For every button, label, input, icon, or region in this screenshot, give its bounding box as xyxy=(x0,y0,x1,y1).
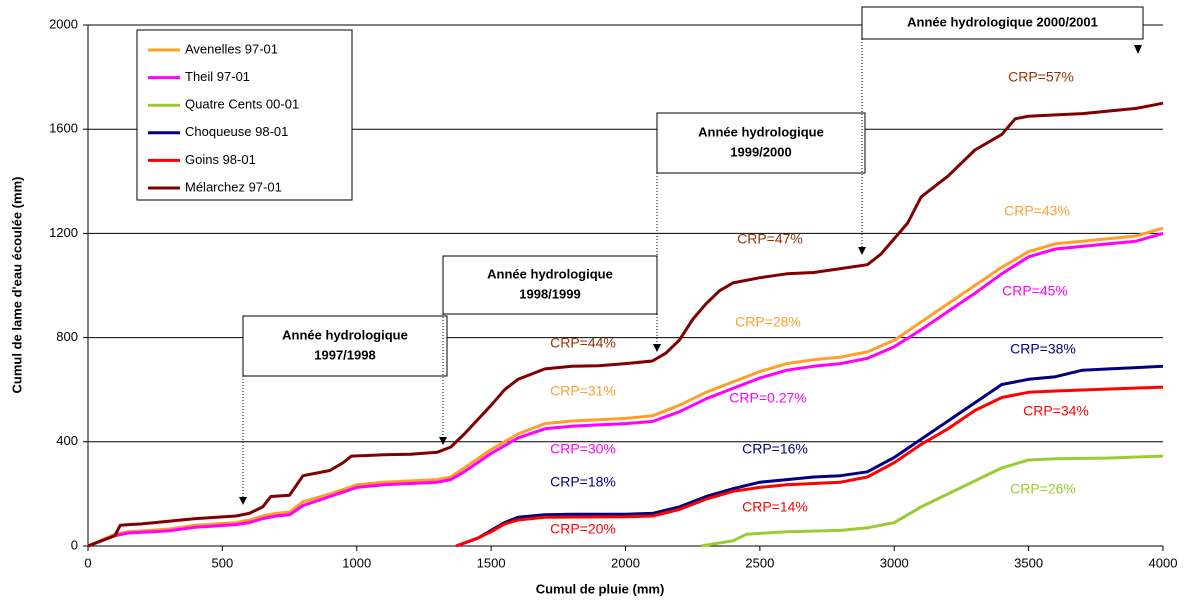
legend-label: Theil 97-01 xyxy=(185,69,250,84)
series-line xyxy=(87,101,1164,548)
annotation: CRP=34% xyxy=(1023,403,1089,419)
x-tick-label: 3000 xyxy=(880,555,909,570)
y-tick-label: 2000 xyxy=(49,16,78,31)
box-text: 1999/2000 xyxy=(730,144,791,159)
x-tick-label: 2500 xyxy=(745,555,774,570)
series-line xyxy=(700,454,1164,548)
annotation: CRP=26% xyxy=(1010,481,1076,497)
box-text: Année hydrologique xyxy=(282,327,408,342)
arrow-head xyxy=(1134,45,1142,54)
box-text: Année hydrologique xyxy=(487,266,613,281)
x-tick-label: 500 xyxy=(212,555,234,570)
annotation-box xyxy=(656,112,866,174)
x-tick-label: 2000 xyxy=(611,555,640,570)
annotation: CRP=14% xyxy=(742,499,808,515)
annotation: CRP=16% xyxy=(742,441,808,457)
series-line xyxy=(455,364,1164,548)
box-text: 1998/1999 xyxy=(519,286,580,301)
x-tick-label: 3500 xyxy=(1014,555,1043,570)
x-tick-label: 1500 xyxy=(477,555,506,570)
legend-label: Avenelles 97-01 xyxy=(185,41,278,56)
y-tick-label: 1200 xyxy=(49,225,78,240)
series-line xyxy=(87,231,1164,548)
series-line xyxy=(455,385,1164,548)
annotation-box xyxy=(442,255,658,315)
annotation: CRP=20% xyxy=(550,521,616,537)
arrow-head xyxy=(653,344,661,352)
annotation: CRP=28% xyxy=(735,314,801,330)
x-tick-label: 1000 xyxy=(342,555,371,570)
y-tick-label: 0 xyxy=(71,537,78,552)
box-text: Année hydrologique 2000/2001 xyxy=(907,14,1098,29)
annotation-box xyxy=(242,315,448,377)
annotation-box xyxy=(861,6,1144,40)
y-tick-label: 800 xyxy=(56,329,78,344)
y-axis-label: Cumul de lame d'eau écoulée (mm) xyxy=(9,177,24,394)
legend-label: Mélarchez 97-01 xyxy=(185,179,282,194)
annotation: CRP=47% xyxy=(737,231,803,247)
y-tick-label: 1600 xyxy=(49,121,78,136)
arrow-head xyxy=(858,247,866,255)
annotation: CRP=30% xyxy=(550,441,616,457)
arrow-head xyxy=(439,437,447,445)
annotation: CRP=18% xyxy=(550,474,616,490)
legend-label: Choqueuse 98-01 xyxy=(185,124,288,139)
annotation: CRP=0.27% xyxy=(729,390,806,406)
box-text: 1997/1998 xyxy=(314,347,375,362)
annotation: CRP=44% xyxy=(550,335,616,351)
annotation: CRP=43% xyxy=(1004,203,1070,219)
box-text: Année hydrologique xyxy=(698,124,824,139)
arrow-head xyxy=(239,497,247,505)
legend-label: Quatre Cents 00-01 xyxy=(185,97,299,112)
legend-label: Goins 98-01 xyxy=(185,152,256,167)
x-tick-label: 4000 xyxy=(1149,555,1178,570)
x-axis-label: Cumul de pluie (mm) xyxy=(536,581,665,596)
y-tick-label: 400 xyxy=(56,433,78,448)
series-line xyxy=(87,226,1164,548)
legend-box xyxy=(136,29,353,201)
annotation: CRP=45% xyxy=(1002,283,1068,299)
annotation: CRP=31% xyxy=(550,383,616,399)
x-tick-label: 0 xyxy=(84,555,91,570)
annotation: CRP=38% xyxy=(1010,341,1076,357)
annotation: CRP=57% xyxy=(1008,69,1074,85)
